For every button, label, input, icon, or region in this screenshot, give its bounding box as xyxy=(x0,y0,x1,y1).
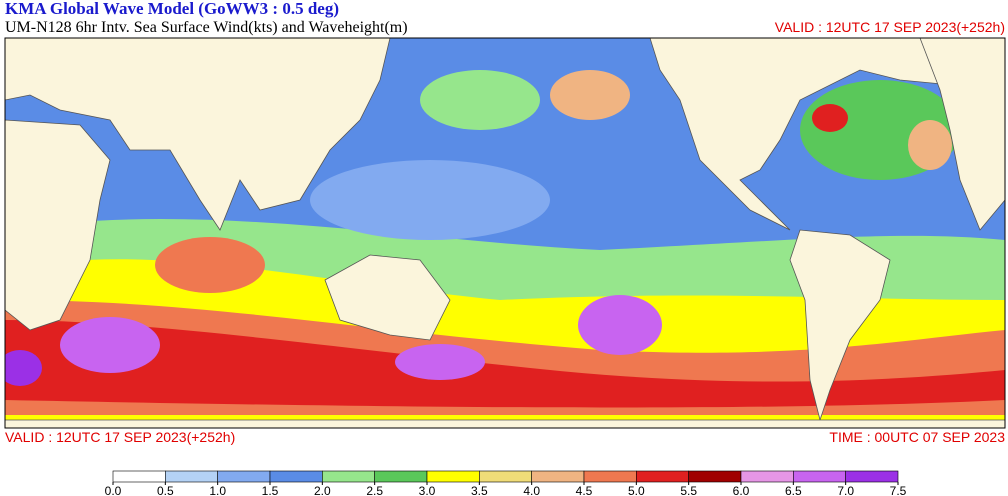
map xyxy=(4,37,1006,429)
land-eurasia xyxy=(5,38,391,231)
colorbar-segment xyxy=(269,470,323,483)
wave-zone xyxy=(420,70,540,130)
colorbar-label: 4.0 xyxy=(523,484,540,496)
wave-zone xyxy=(5,350,42,386)
colorbar-label: 0.5 xyxy=(157,484,174,496)
colorbar-segment xyxy=(583,470,637,483)
colorbar-label: 7.0 xyxy=(837,484,854,496)
colorbar-label: 4.5 xyxy=(576,484,593,496)
colorbar-segment xyxy=(322,470,375,483)
colorbar-segment xyxy=(845,470,899,483)
init-time: TIME : 00UTC 07 SEP 2023 xyxy=(829,429,1005,445)
wave-zone xyxy=(310,160,550,240)
colorbar-segment xyxy=(217,470,271,483)
land-africa xyxy=(5,119,111,331)
colorbar-label: 7.5 xyxy=(890,484,907,496)
wave-zone xyxy=(60,317,160,373)
land-australia xyxy=(324,254,451,341)
wave-zone xyxy=(578,295,662,355)
colorbar-segment xyxy=(479,470,532,483)
land-south-america xyxy=(789,229,891,422)
wave-zone xyxy=(5,320,1005,408)
valid-top: VALID : 12UTC 17 SEP 2023(+252h) xyxy=(775,19,1005,35)
land-antarctica xyxy=(5,419,1005,428)
colorbar-segment xyxy=(426,470,480,483)
subtitle: UM-N128 6hr Intv. Sea Surface Wind(kts) … xyxy=(5,19,408,36)
wave-zone xyxy=(550,70,630,120)
colorbar-segment xyxy=(688,470,742,483)
colorbar-label: 1.0 xyxy=(209,484,226,496)
colorbar: 0.0 0.5 1.0 1.5 2.0 2.5 3.0 3.5 4.0 4.5 5.0 5.5 6.0 6… xyxy=(105,470,907,496)
wave-zone xyxy=(395,344,485,380)
colorbar-label: 1.5 xyxy=(262,484,279,496)
valid-bottom: VALID : 12UTC 17 SEP 2023(+252h) xyxy=(5,429,235,445)
colorbar-segment xyxy=(374,470,428,483)
colorbar-label: 3.5 xyxy=(471,484,488,496)
title: KMA Global Wave Model (GoWW3 : 0.5 deg) xyxy=(5,0,339,18)
colorbar-label: 6.0 xyxy=(733,484,750,496)
colorbar-label: 3.0 xyxy=(419,484,436,496)
colorbar-label: 5.5 xyxy=(680,484,697,496)
colorbar-segment xyxy=(793,470,846,483)
colorbar-label: 0.0 xyxy=(105,484,122,496)
colorbar-segment xyxy=(636,470,689,483)
colorbar-label: 6.5 xyxy=(785,484,802,496)
map-frame xyxy=(4,37,1006,429)
colorbar-segment xyxy=(112,470,166,483)
land-europe-africa xyxy=(919,38,1005,231)
colorbar-segment xyxy=(165,470,218,483)
colorbar-label: 2.5 xyxy=(366,484,383,496)
colorbar-segment xyxy=(531,470,585,483)
wave-zone xyxy=(155,237,265,293)
colorbar-label: 5.0 xyxy=(628,484,645,496)
wave-zone xyxy=(812,104,848,132)
wave-zone xyxy=(908,120,952,170)
colorbar-segment xyxy=(740,470,794,483)
colorbar-label: 2.0 xyxy=(314,484,331,496)
